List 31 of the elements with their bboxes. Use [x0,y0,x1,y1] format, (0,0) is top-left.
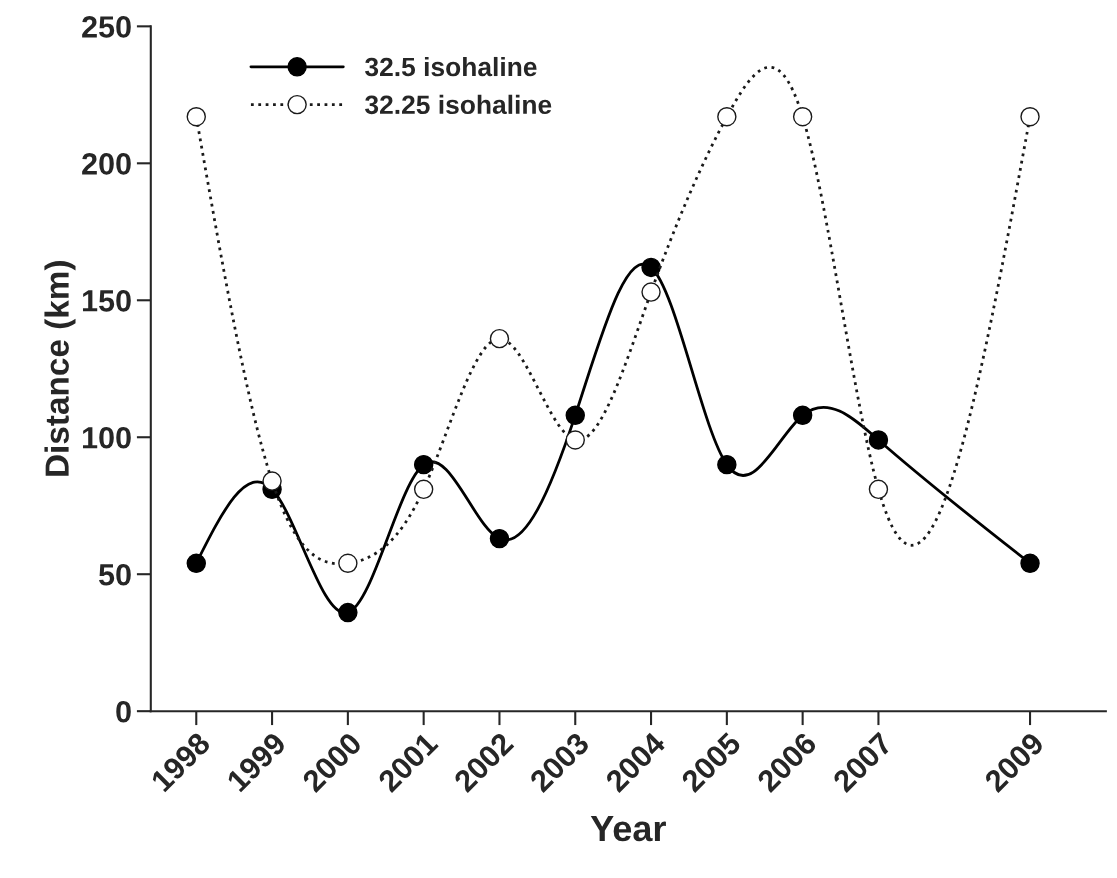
point [565,405,585,426]
x-axis-title: Year [590,816,666,842]
point [792,405,813,426]
point [489,528,510,549]
y-tick-label: 100 [82,426,131,449]
y-tick-label: 250 [82,16,131,38]
point [338,602,358,623]
point [186,553,206,573]
legend-label: 32.25 isohaline [365,94,552,115]
point [641,257,661,278]
point [868,430,889,450]
y-tick-label: 150 [82,290,131,312]
point [641,282,661,302]
y-tick-label: 0 [116,700,131,723]
point [717,107,737,127]
legend-label: 32.5 isohaline [365,56,537,77]
point [565,430,585,450]
point [338,553,358,573]
point [413,479,434,500]
point [489,328,510,349]
y-tick-label: 200 [82,153,131,175]
point [1020,553,1040,573]
point [262,471,282,491]
point [413,454,434,475]
y-axis-title: Distance (km) [44,261,76,476]
point [717,454,737,475]
point [1020,107,1040,127]
point [792,107,813,127]
point [186,107,206,127]
point [868,479,889,500]
y-tick-label: 50 [99,563,131,586]
